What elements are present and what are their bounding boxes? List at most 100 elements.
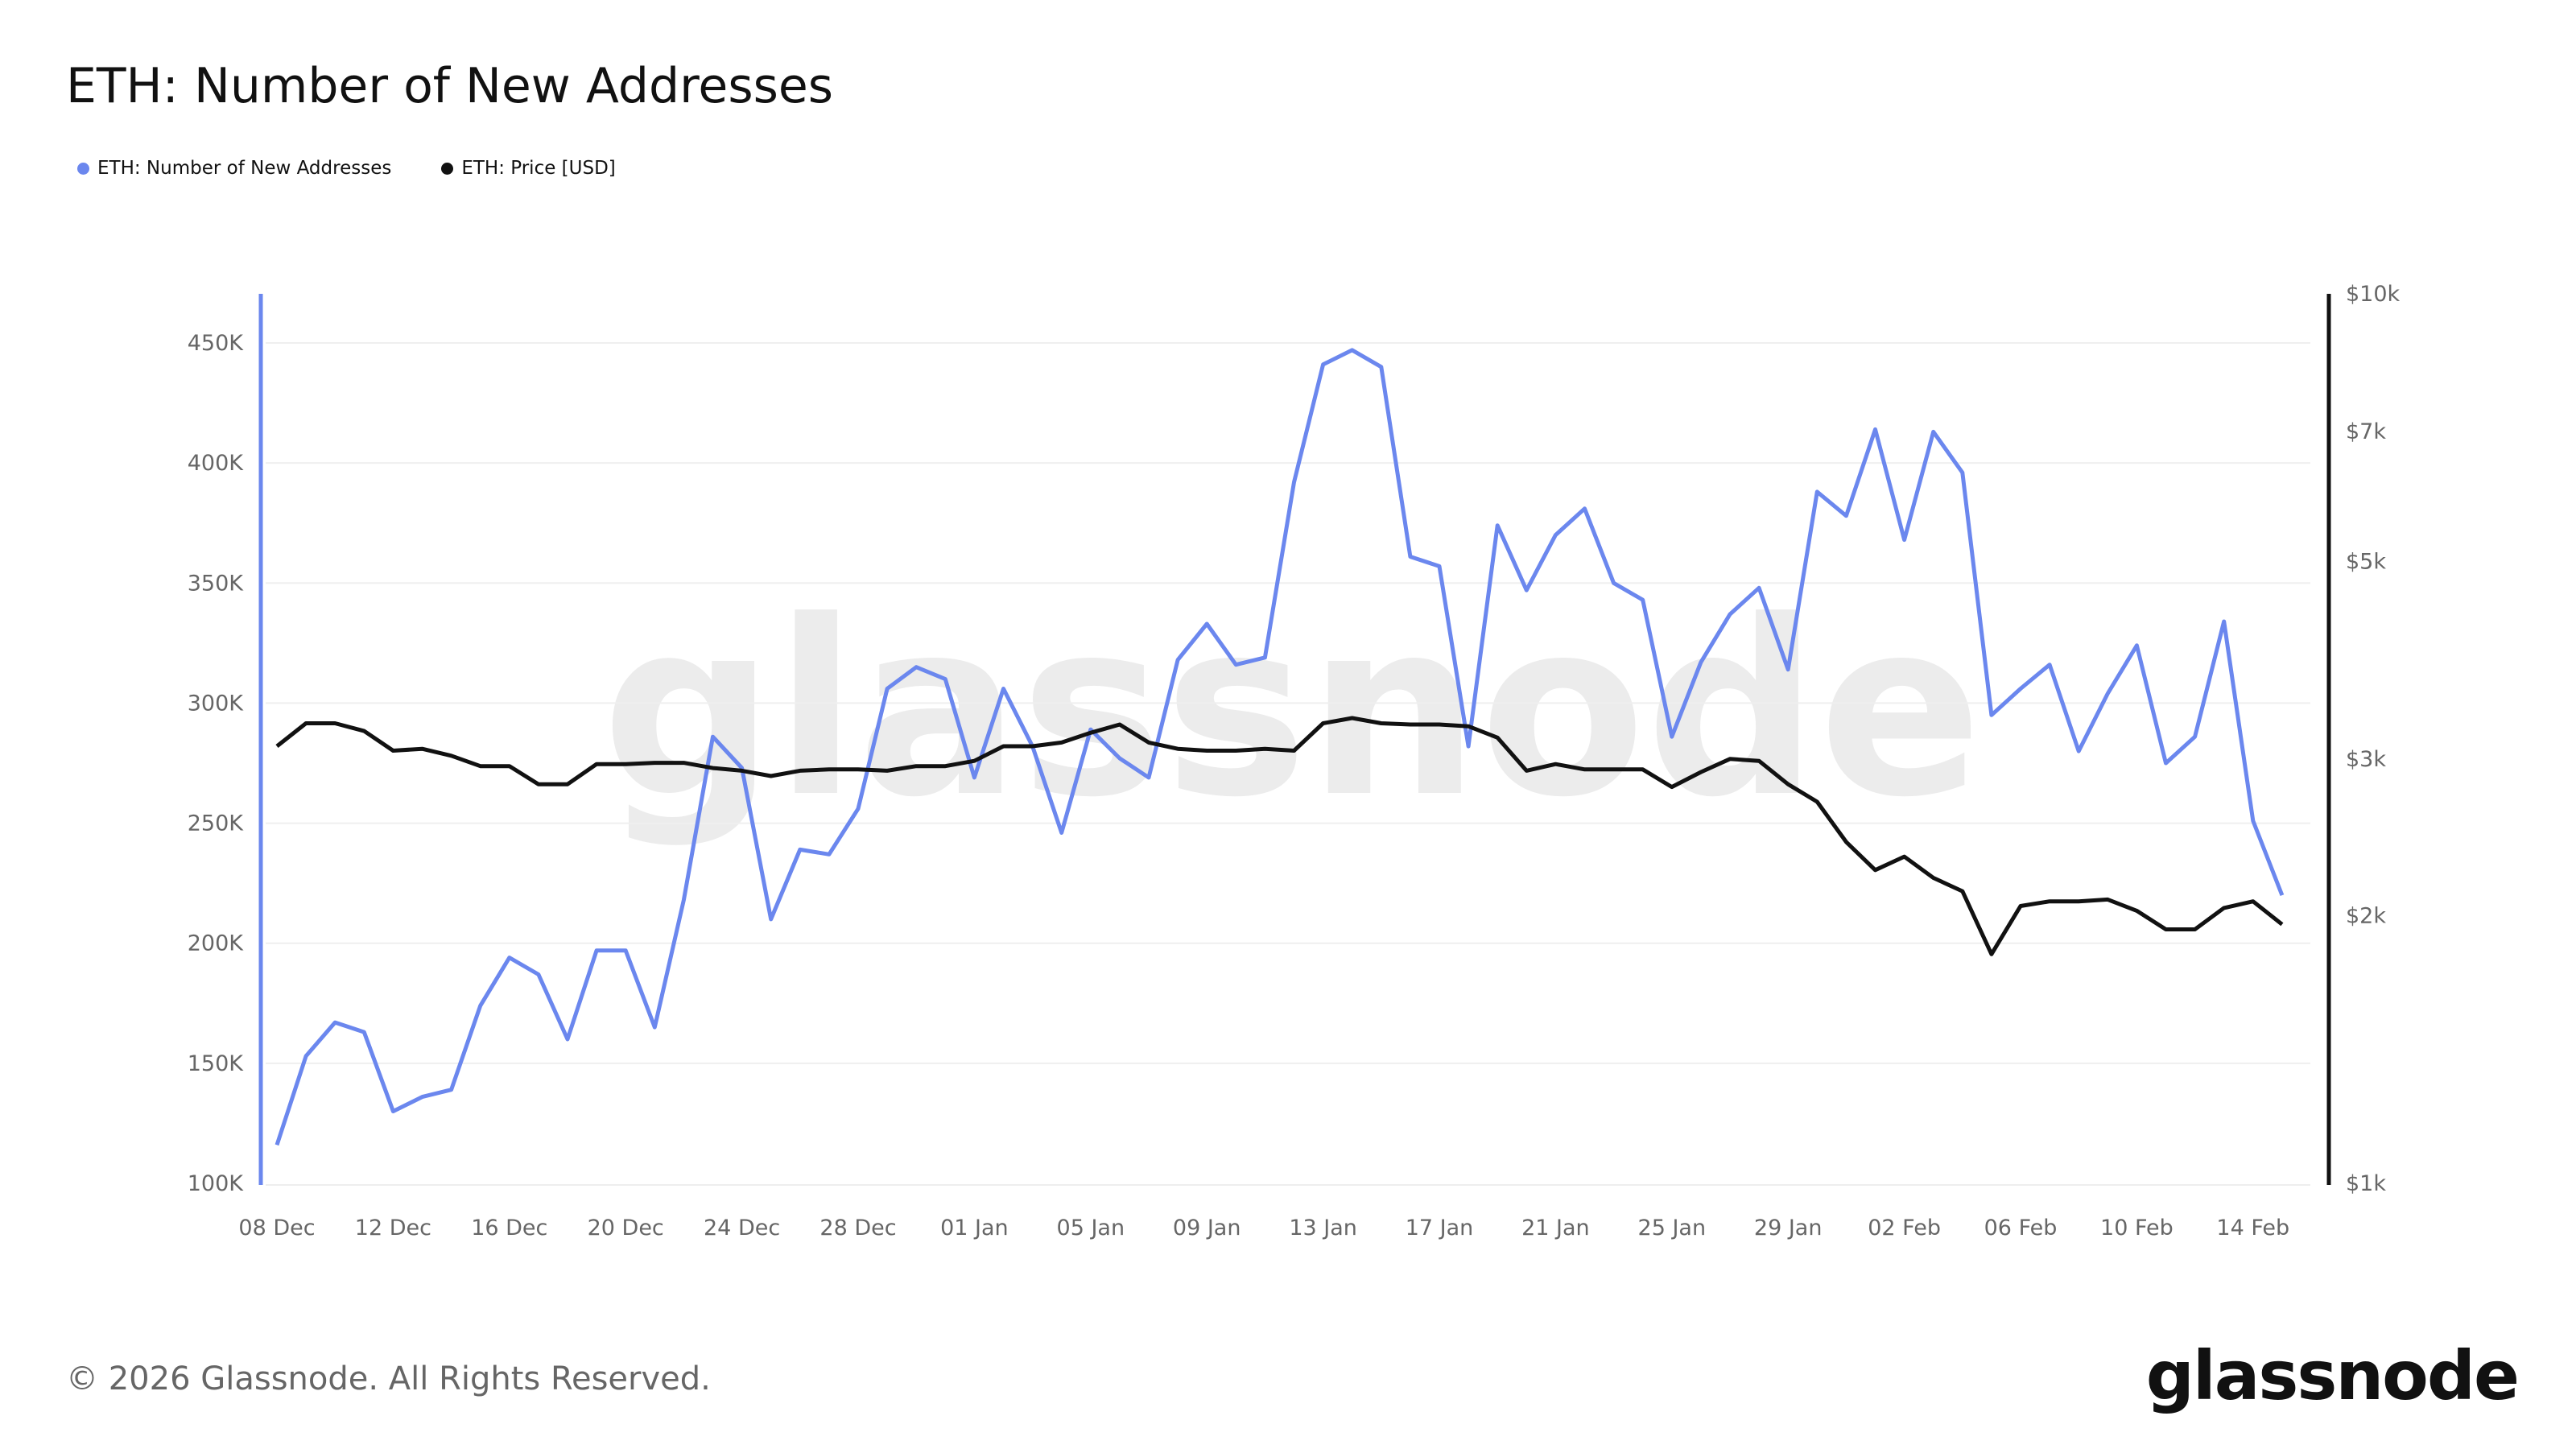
data-point-new-addresses xyxy=(478,1003,483,1008)
data-point-price xyxy=(2164,927,2169,931)
data-point-price xyxy=(478,764,483,769)
data-point-price xyxy=(1553,762,1558,766)
data-point-price xyxy=(1175,746,1180,751)
data-point-price xyxy=(1902,854,1907,859)
data-point-price xyxy=(2076,899,2081,904)
data-point-price xyxy=(2105,897,2110,902)
data-point-new-addresses xyxy=(1728,612,1732,617)
data-point-price xyxy=(1873,868,1878,873)
y-right-tick-label: $2k xyxy=(2346,903,2386,928)
y-left-tick-label: 300K xyxy=(188,691,245,716)
data-point-price xyxy=(536,782,541,786)
y-right-tick-label: $5k xyxy=(2346,550,2386,575)
glassnode-logo: glassnode xyxy=(2145,1336,2520,1415)
data-point-new-addresses xyxy=(1379,365,1384,369)
x-tick-label: 06 Feb xyxy=(1984,1216,2058,1241)
legend-label: ETH: Price [USD] xyxy=(461,158,616,179)
y-left-tick-label: 400K xyxy=(188,451,245,476)
data-point-price xyxy=(2222,906,2227,910)
data-point-price xyxy=(390,748,395,753)
y-left-tick-label: 450K xyxy=(188,331,245,356)
data-point-new-addresses xyxy=(769,917,774,922)
data-point-new-addresses xyxy=(1175,658,1180,663)
data-point-new-addresses xyxy=(507,956,512,960)
data-point-price xyxy=(1233,748,1238,753)
data-point-price xyxy=(1728,757,1732,762)
data-point-new-addresses xyxy=(2134,643,2139,648)
x-tick-label: 14 Feb xyxy=(2216,1216,2289,1241)
data-point-price xyxy=(1262,746,1267,751)
x-tick-label: 20 Dec xyxy=(588,1216,664,1241)
data-point-price xyxy=(1524,768,1529,773)
data-point-price xyxy=(914,764,919,769)
data-point-new-addresses xyxy=(943,677,947,682)
data-point-price xyxy=(1059,740,1064,745)
data-point-new-addresses xyxy=(623,948,628,953)
data-point-price xyxy=(361,729,366,733)
data-point-price xyxy=(1437,722,1442,727)
data-point-new-addresses xyxy=(1902,538,1907,543)
data-point-new-addresses xyxy=(1204,621,1209,626)
series-line-new-addresses xyxy=(275,348,2285,1146)
data-point-new-addresses xyxy=(1583,506,1587,511)
data-point-price xyxy=(1612,767,1616,772)
legend-item-price[interactable]: ETH: Price [USD] xyxy=(441,158,616,179)
data-point-price xyxy=(420,746,425,751)
data-point-new-addresses xyxy=(303,1054,308,1059)
data-point-price xyxy=(1030,744,1035,749)
data-point-new-addresses xyxy=(1699,660,1703,665)
data-point-price xyxy=(449,753,454,758)
x-tick-label: 24 Dec xyxy=(704,1216,780,1241)
data-point-price xyxy=(2251,899,2256,904)
x-tick-label: 01 Jan xyxy=(940,1216,1009,1241)
data-point-price xyxy=(652,761,657,766)
data-point-new-addresses xyxy=(1670,734,1674,739)
data-point-price xyxy=(275,744,279,749)
data-point-price xyxy=(2134,908,2139,913)
y-right-tick-label: $7k xyxy=(2346,419,2386,444)
data-point-new-addresses xyxy=(536,972,541,976)
data-point-price xyxy=(769,774,774,778)
data-point-new-addresses xyxy=(1495,523,1500,528)
data-point-price xyxy=(1146,740,1151,745)
data-point-new-addresses xyxy=(1814,489,1819,494)
data-point-price xyxy=(972,758,976,763)
data-point-new-addresses xyxy=(798,847,803,852)
data-point-price xyxy=(507,764,512,769)
data-point-new-addresses xyxy=(972,775,976,780)
legend-item-addresses[interactable]: ETH: Number of New Addresses xyxy=(77,158,391,179)
data-point-price xyxy=(856,767,861,772)
data-point-price xyxy=(565,782,570,786)
data-point-price xyxy=(1466,724,1471,729)
data-point-price xyxy=(1495,735,1500,740)
data-point-new-addresses xyxy=(1117,756,1122,761)
data-point-new-addresses xyxy=(1001,687,1006,691)
data-point-new-addresses xyxy=(1931,429,1936,434)
x-tick-label: 02 Feb xyxy=(1868,1216,1941,1241)
data-point-price xyxy=(943,764,947,769)
data-point-new-addresses xyxy=(1321,362,1326,367)
data-point-price xyxy=(594,762,599,766)
data-point-new-addresses xyxy=(1524,588,1529,592)
data-point-new-addresses xyxy=(711,734,716,739)
x-tick-label: 25 Jan xyxy=(1638,1216,1707,1241)
y-left-tick-label: 150K xyxy=(188,1051,245,1076)
data-point-price xyxy=(798,768,803,773)
data-point-price xyxy=(1001,744,1006,749)
data-point-new-addresses xyxy=(652,1025,657,1030)
data-point-new-addresses xyxy=(275,1142,279,1147)
copyright-footer: © 2026 Glassnode. All Rights Reserved. xyxy=(66,1360,711,1397)
data-point-new-addresses xyxy=(2251,819,2256,824)
data-point-new-addresses xyxy=(361,1030,366,1034)
watermark: glassnode xyxy=(601,569,1982,850)
data-point-new-addresses xyxy=(1466,744,1471,749)
data-point-price xyxy=(1670,785,1674,790)
data-point-price xyxy=(1379,720,1384,725)
data-point-price xyxy=(1814,799,1819,804)
data-point-price xyxy=(2193,927,2198,931)
x-tick-label: 29 Jan xyxy=(1754,1216,1823,1241)
data-point-new-addresses xyxy=(885,687,890,691)
data-point-price xyxy=(1960,889,1965,894)
data-point-price xyxy=(1785,782,1790,786)
data-point-new-addresses xyxy=(1292,480,1297,485)
